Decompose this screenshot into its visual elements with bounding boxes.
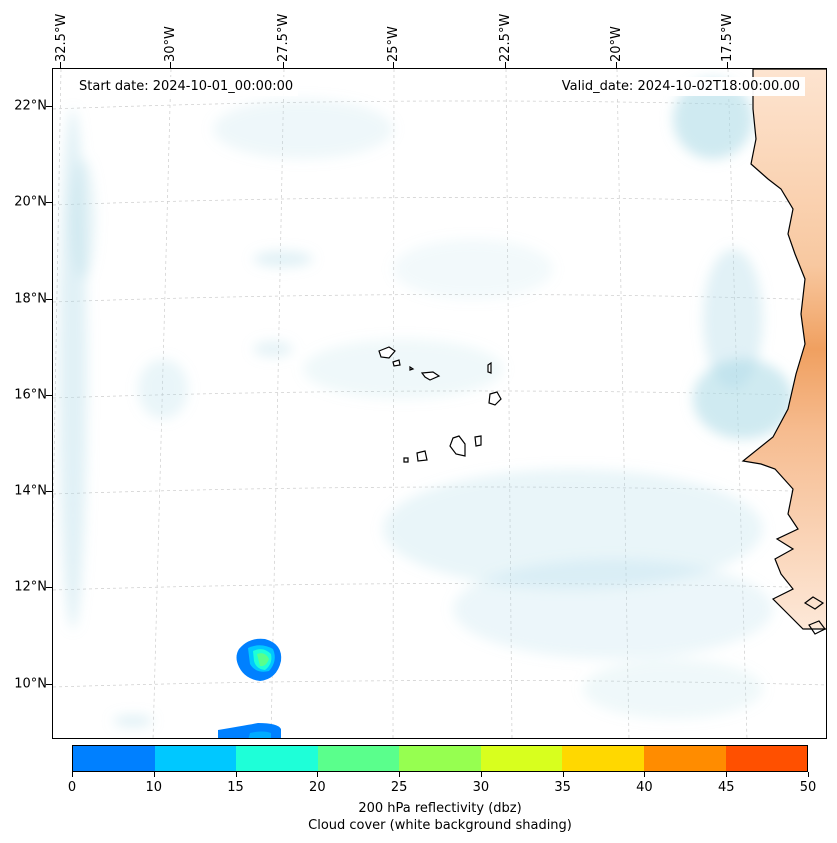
lat-tick xyxy=(46,491,52,492)
colorbar-segment-2 xyxy=(236,746,318,771)
lat-label-10n: 10°N xyxy=(14,676,47,692)
cape-verde-islands xyxy=(378,346,502,463)
colorbar-tick-label: 35 xyxy=(554,780,571,795)
colorbar-tick xyxy=(72,772,73,777)
colorbar-tick-label: 0 xyxy=(67,780,77,795)
colorbar-title-1: 200 hPa reflectivity (dbz) xyxy=(358,801,522,816)
lon-label-20w: 20°W xyxy=(609,26,624,62)
colorbar-tick xyxy=(808,772,809,777)
lon-tick xyxy=(616,62,617,68)
valid-date-label: Valid_date: 2024-10-02T18:00:00.00 xyxy=(556,77,805,96)
colorbar-tick-label: 45 xyxy=(717,780,735,795)
colorbar-tick xyxy=(317,772,319,777)
lat-tick xyxy=(46,395,52,396)
lon-label-32-5w: 32.5°W xyxy=(54,13,69,62)
coast-detail xyxy=(803,596,826,635)
cloud-cover-shading xyxy=(59,79,793,727)
colorbar-tick xyxy=(235,772,237,777)
colorbar-segment-4 xyxy=(399,746,481,771)
colorbar xyxy=(72,745,808,772)
colorbar-tick-label: 10 xyxy=(145,780,163,795)
lon-tick xyxy=(60,62,61,68)
colorbar-tick xyxy=(726,772,728,777)
reflectivity-cell-1 xyxy=(236,638,282,681)
lat-label-16n: 16°N xyxy=(14,387,47,403)
colorbar-tick xyxy=(153,772,155,777)
colorbar-tick-label: 40 xyxy=(636,780,653,795)
colorbar-tick-label: 20 xyxy=(309,780,326,795)
africa-land xyxy=(741,69,826,630)
colorbar-segment-1 xyxy=(154,746,237,771)
lat-tick xyxy=(46,587,52,588)
colorbar-tick-label: 30 xyxy=(472,780,490,795)
colorbar-segment-3 xyxy=(317,746,400,771)
reflectivity-cell-2 xyxy=(218,723,281,738)
lon-label-27-5w: 27.5°W xyxy=(276,13,291,62)
lon-tick xyxy=(505,62,506,68)
colorbar-tick xyxy=(480,772,482,777)
lon-tick xyxy=(283,62,284,68)
lat-label-14n: 14°N xyxy=(14,483,47,499)
start-date-label: Start date: 2024-10-01_00:00:00 xyxy=(74,77,299,96)
lon-label-30w: 30°W xyxy=(163,26,178,62)
colorbar-tick xyxy=(399,772,401,777)
lat-tick xyxy=(46,106,52,107)
lon-tick xyxy=(170,62,171,68)
lon-label-17-5w: 17.5°W xyxy=(720,13,735,62)
colorbar-tick-label: 25 xyxy=(390,780,408,795)
colorbar-title-2: Cloud cover (white background shading) xyxy=(308,818,572,833)
lat-label-22n: 22°N xyxy=(14,98,47,114)
colorbar-tick xyxy=(562,772,564,777)
lat-label-18n: 18°N xyxy=(14,291,47,307)
colorbar-segment-0 xyxy=(73,746,155,771)
colorbar-segment-7 xyxy=(643,746,726,771)
colorbar-tick-label: 15 xyxy=(227,780,244,795)
lon-tick xyxy=(393,62,394,68)
colorbar-segment-6 xyxy=(562,746,644,771)
map-canvas xyxy=(53,69,826,738)
lat-tick xyxy=(46,684,52,685)
colorbar-tick-label: 50 xyxy=(799,780,817,795)
colorbar-segment-5 xyxy=(480,746,563,771)
lat-label-12n: 12°N xyxy=(14,579,47,595)
lon-tick xyxy=(727,62,728,68)
colorbar-segment-8 xyxy=(725,746,808,771)
lat-label-20n: 20°N xyxy=(14,194,47,210)
lat-tick xyxy=(46,299,52,300)
map-panel: Start date: 2024-10-01_00:00:00 Valid_da… xyxy=(52,68,827,739)
lon-label-22-5w: 22.5°W xyxy=(498,13,513,62)
lat-tick xyxy=(46,202,52,203)
colorbar-tick xyxy=(644,772,646,777)
lon-label-25w: 25°W xyxy=(386,26,401,62)
